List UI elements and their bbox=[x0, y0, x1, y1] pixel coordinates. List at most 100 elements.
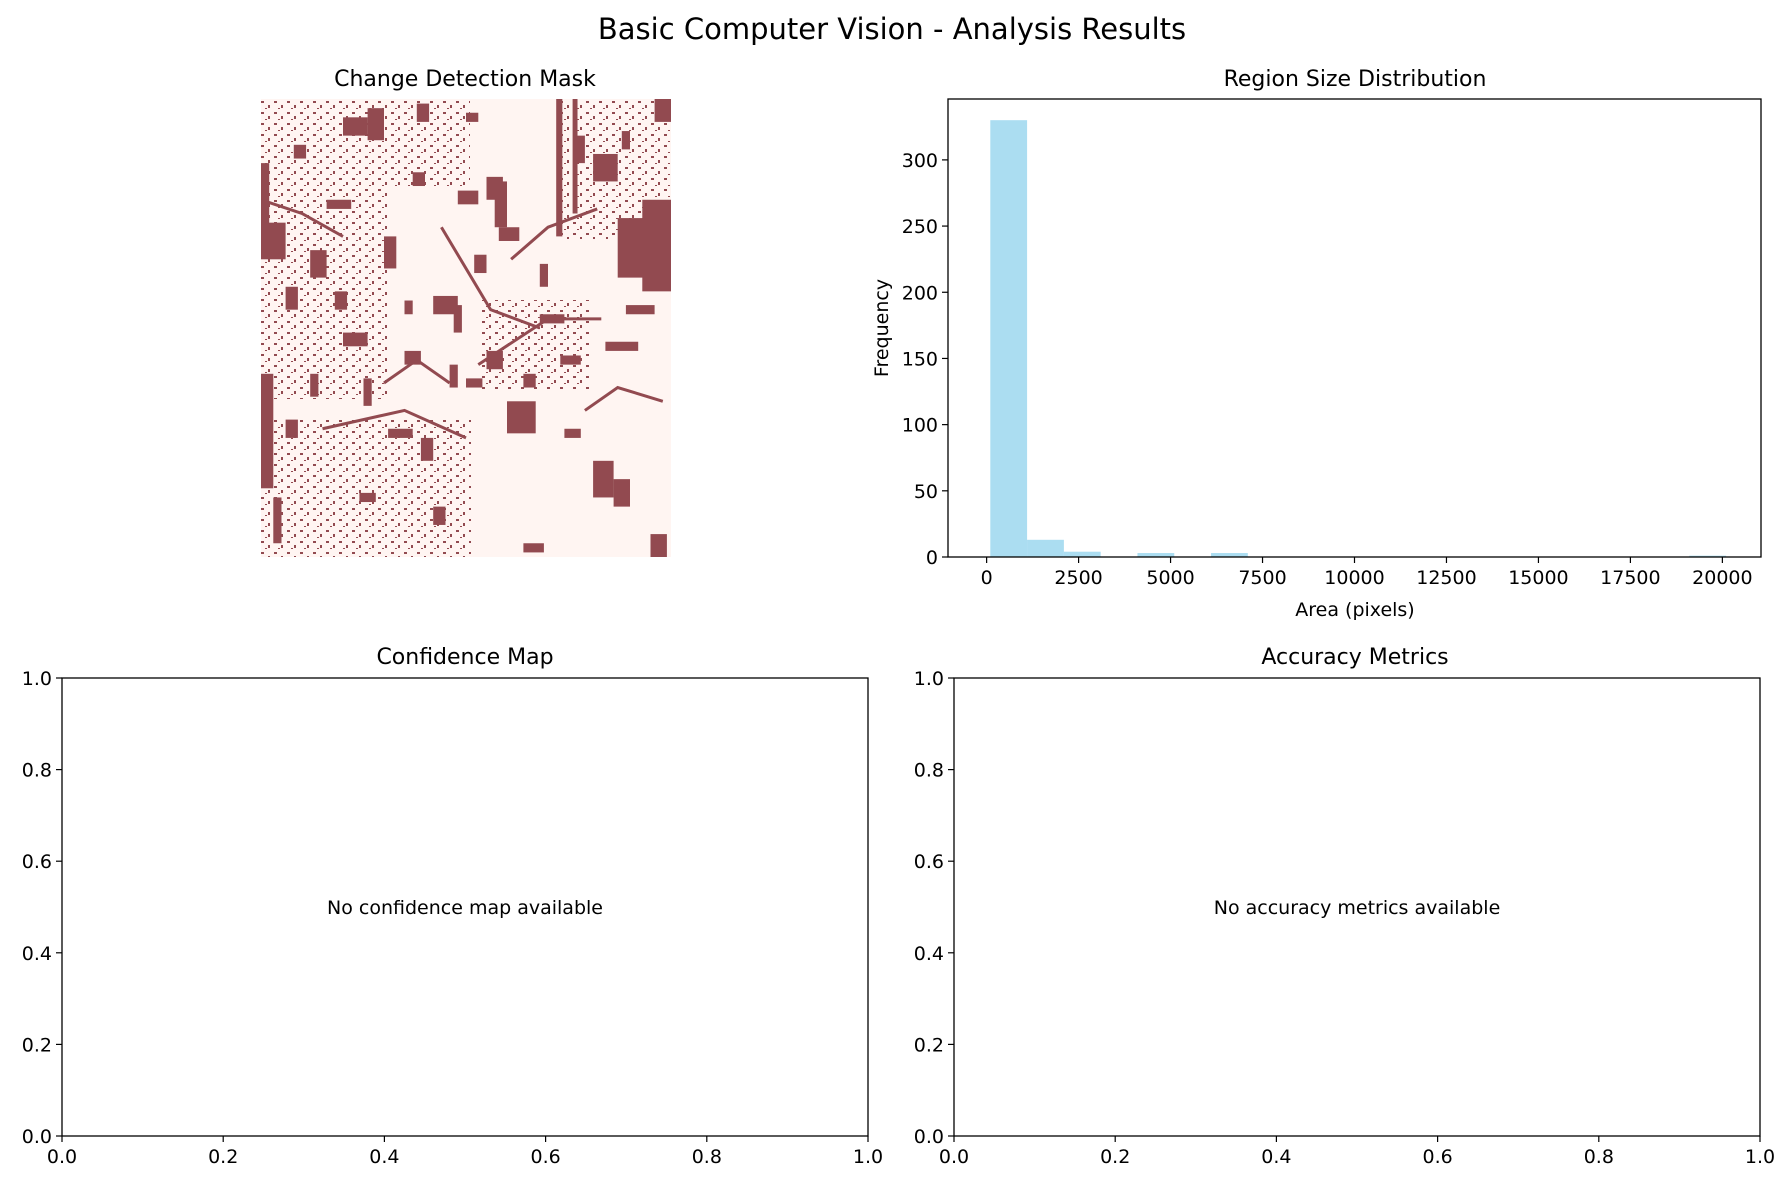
histogram-y-label: Frequency bbox=[871, 279, 893, 377]
acc-y-tick-label: 0.2 bbox=[914, 1034, 944, 1056]
acc-x-tick-label: 0.2 bbox=[1100, 1146, 1130, 1168]
histogram-bar bbox=[1027, 539, 1064, 557]
acc-x-tick-label: 0.8 bbox=[1584, 1146, 1614, 1168]
mask-region bbox=[363, 378, 372, 406]
histogram-x-tick-label: 12500 bbox=[1416, 567, 1476, 589]
conf-y-tick-label: 0.4 bbox=[22, 943, 52, 965]
mask-image bbox=[261, 99, 671, 557]
accuracy-empty-note: No accuracy metrics available bbox=[1214, 897, 1501, 919]
acc-y-tick-label: 0.0 bbox=[914, 1126, 944, 1148]
histogram-x-axis: 0 2500 5000 7500 10000 12500 15000 17500 20000 bbox=[981, 557, 1753, 589]
mask-region bbox=[576, 135, 585, 164]
histogram-bar bbox=[1211, 553, 1248, 557]
histogram-bar bbox=[1063, 551, 1101, 557]
mask-region bbox=[650, 534, 667, 557]
conf-y-tick-label: 0.6 bbox=[22, 851, 52, 873]
histogram-y-tick-label: 150 bbox=[902, 348, 938, 370]
mask-region bbox=[343, 332, 368, 347]
histogram-bar bbox=[1689, 555, 1727, 557]
histogram-y-tick-label: 100 bbox=[902, 415, 938, 437]
conf-x-tick-label: 0.4 bbox=[369, 1146, 399, 1168]
mask-region bbox=[453, 305, 462, 333]
mask-region-edge bbox=[440, 226, 541, 330]
acc-x-tick-label: 0.6 bbox=[1422, 1146, 1452, 1168]
histogram-y-tick-label: 300 bbox=[902, 150, 938, 172]
conf-x-tick-label: 1.0 bbox=[853, 1146, 883, 1168]
mask-region bbox=[560, 355, 581, 365]
mask-region bbox=[613, 479, 630, 507]
conf-y-tick-label: 0.2 bbox=[22, 1034, 52, 1056]
mask-region bbox=[621, 131, 630, 150]
mask-region bbox=[359, 492, 376, 503]
histogram-y-tick-label: 200 bbox=[902, 282, 938, 304]
mask-region bbox=[556, 99, 563, 237]
mask-changed-regions bbox=[261, 99, 671, 557]
conf-y-tick-label: 1.0 bbox=[22, 668, 52, 690]
mask-region bbox=[449, 364, 458, 388]
mask-region bbox=[474, 254, 487, 274]
accuracy-frame bbox=[953, 677, 1761, 1137]
mask-region bbox=[416, 103, 430, 122]
mask-region bbox=[654, 99, 671, 122]
accuracy-x-axis: 0.0 0.2 0.4 0.6 0.8 1.0 bbox=[939, 1136, 1775, 1168]
confidence-empty-note: No confidence map available bbox=[327, 897, 603, 919]
histogram-y-tick-label: 50 bbox=[914, 481, 938, 503]
mask-region bbox=[285, 419, 298, 438]
histogram-x-tick-label: 0 bbox=[981, 567, 993, 589]
histogram-x-tick-label: 2500 bbox=[1054, 567, 1102, 589]
mask-region bbox=[605, 341, 639, 351]
conf-x-tick-label: 0.0 bbox=[47, 1146, 77, 1168]
histogram-x-tick-label: 20000 bbox=[1692, 567, 1752, 589]
acc-x-tick-label: 0.0 bbox=[939, 1146, 969, 1168]
figure-title: Basic Computer Vision - Analysis Results bbox=[598, 12, 1186, 46]
confidence-map-panel: Confidence Map 0.0 0.2 0.4 0.6 0.8 1.0 0.0 0.2… bbox=[22, 645, 883, 1168]
mask-region-edge bbox=[477, 317, 602, 366]
conf-y-tick-label: 0.0 bbox=[22, 1126, 52, 1148]
confidence-title: Confidence Map bbox=[376, 645, 553, 670]
mask-region bbox=[273, 497, 282, 544]
conf-x-tick-label: 0.2 bbox=[208, 1146, 238, 1168]
mask-region bbox=[367, 108, 384, 141]
mask-region-edge bbox=[510, 207, 598, 261]
mask-region bbox=[642, 199, 671, 292]
histogram-x-tick-label: 10000 bbox=[1324, 567, 1384, 589]
conf-x-tick-label: 0.6 bbox=[530, 1146, 560, 1168]
mask-region bbox=[310, 250, 327, 278]
histogram-x-tick-label: 17500 bbox=[1600, 567, 1660, 589]
accuracy-title: Accuracy Metrics bbox=[1261, 645, 1448, 670]
mask-region bbox=[285, 286, 298, 310]
conf-y-tick-label: 0.8 bbox=[22, 760, 52, 782]
histogram-x-tick-label: 15000 bbox=[1508, 567, 1568, 589]
accuracy-metrics-panel: Accuracy Metrics 0.0 0.2 0.4 0.6 0.8 1.0 0.00… bbox=[914, 645, 1775, 1168]
conf-x-tick-label: 0.8 bbox=[692, 1146, 722, 1168]
mask-region bbox=[384, 236, 397, 269]
mask-region bbox=[625, 305, 655, 315]
histogram-x-label: Area (pixels) bbox=[1295, 599, 1414, 621]
mask-region-edge bbox=[584, 385, 664, 412]
histogram-y-axis: 0 50 100 150 200 250 300 bbox=[902, 150, 948, 569]
histogram-y-tick-label: 250 bbox=[902, 216, 938, 238]
acc-y-tick-label: 0.8 bbox=[914, 760, 944, 782]
histogram-title: Region Size Distribution bbox=[1224, 67, 1487, 92]
confidence-frame bbox=[61, 677, 869, 1137]
mask-region bbox=[466, 378, 483, 388]
mask-region bbox=[564, 428, 581, 438]
acc-y-tick-label: 1.0 bbox=[914, 668, 944, 690]
mask-region bbox=[457, 190, 479, 205]
mask-region bbox=[261, 163, 270, 246]
histogram-y-tick-label: 0 bbox=[926, 547, 938, 569]
mask-region bbox=[420, 437, 434, 461]
mask-region bbox=[494, 181, 507, 228]
mask-region bbox=[523, 373, 536, 388]
mask-region bbox=[404, 300, 413, 315]
mask-region bbox=[507, 401, 536, 434]
mask-region-edge bbox=[322, 408, 467, 440]
mask-region bbox=[326, 199, 352, 209]
histogram-x-tick-label: 5000 bbox=[1146, 567, 1194, 589]
acc-y-tick-label: 0.6 bbox=[914, 851, 944, 873]
mask-region bbox=[498, 227, 520, 241]
mask-region-edge bbox=[261, 198, 344, 238]
mask-region bbox=[572, 99, 578, 214]
mask-region-edge bbox=[383, 358, 451, 385]
histogram-bar bbox=[1137, 553, 1175, 557]
